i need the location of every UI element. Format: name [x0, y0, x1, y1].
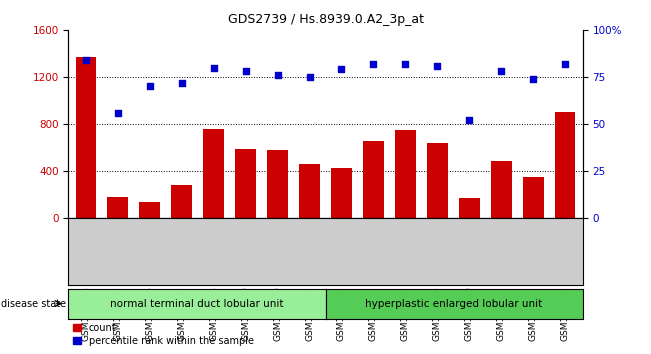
Point — [464, 117, 475, 123]
Point — [432, 63, 443, 69]
Bar — [76, 57, 96, 218]
Bar — [171, 185, 192, 218]
Bar — [203, 129, 224, 218]
Point — [208, 65, 219, 70]
Legend: count, percentile rank within the sample: count, percentile rank within the sample — [73, 323, 254, 346]
Bar — [395, 130, 416, 218]
Title: GDS2739 / Hs.8939.0.A2_3p_at: GDS2739 / Hs.8939.0.A2_3p_at — [227, 13, 424, 26]
Text: disease state: disease state — [1, 298, 66, 309]
Point — [145, 84, 155, 89]
Bar — [555, 112, 575, 218]
Point — [496, 69, 506, 74]
Bar — [363, 142, 384, 218]
Bar — [139, 202, 160, 218]
Text: hyperplastic enlarged lobular unit: hyperplastic enlarged lobular unit — [365, 298, 543, 309]
Bar — [267, 150, 288, 218]
Bar — [299, 164, 320, 218]
Point — [272, 72, 283, 78]
Bar — [107, 197, 128, 218]
Point — [337, 67, 347, 72]
Point — [368, 61, 379, 67]
Point — [528, 76, 538, 82]
Point — [113, 110, 123, 115]
Point — [304, 74, 314, 80]
Bar — [459, 198, 480, 218]
Point — [240, 69, 251, 74]
Bar — [331, 169, 352, 218]
Bar — [427, 143, 448, 218]
Point — [400, 61, 411, 67]
Point — [560, 61, 570, 67]
Bar — [491, 161, 512, 218]
Point — [176, 80, 187, 85]
Text: normal terminal duct lobular unit: normal terminal duct lobular unit — [110, 298, 284, 309]
Bar — [235, 149, 256, 218]
Bar — [523, 177, 544, 218]
Point — [81, 57, 91, 63]
